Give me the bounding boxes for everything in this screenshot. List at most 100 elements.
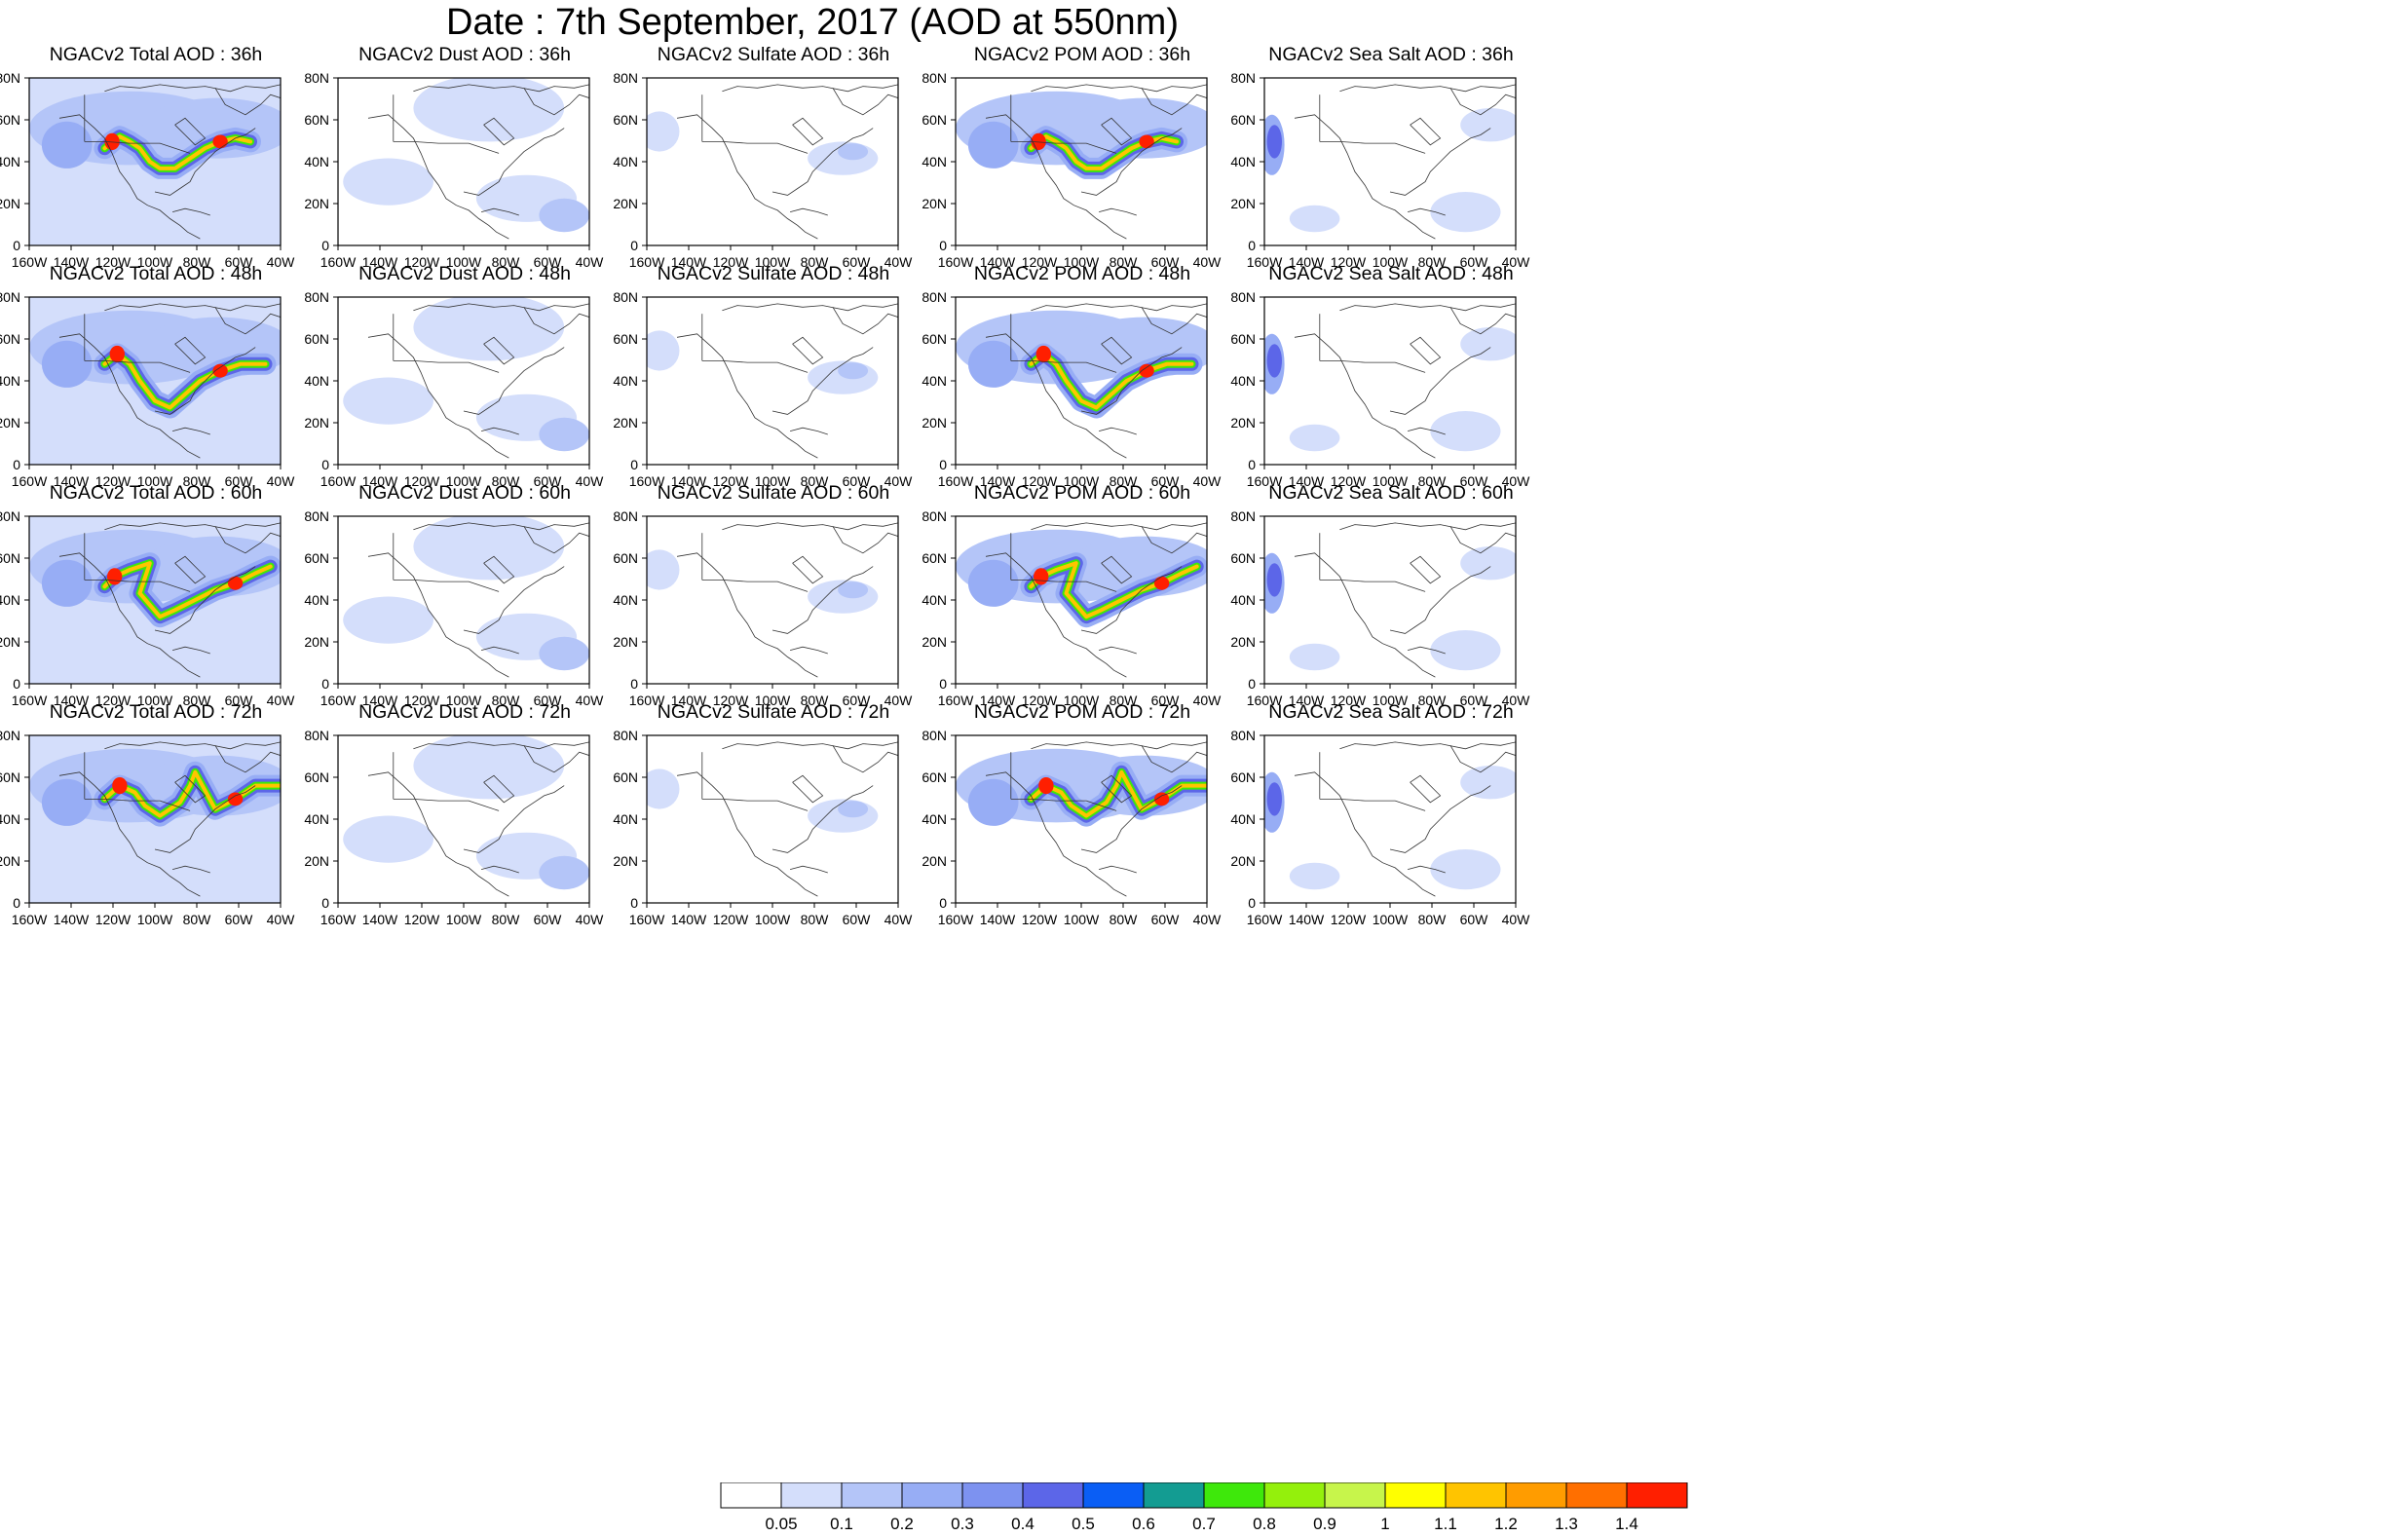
coastline [367,333,509,459]
coastline [771,347,874,415]
lat-tick-label: 40N [304,592,329,608]
lat-tick-label: 20N [613,196,638,211]
sulfate-field [838,143,869,161]
coastline [832,745,898,773]
coastline [1080,347,1183,415]
coastline [58,114,201,240]
colorbar-swatch [1445,1482,1507,1509]
lon-tick-label: 120W [1022,473,1058,489]
map-plot: 160W 140W 120W 100W 80W 60W 40W 0 20N 40N 60N 80N [0,70,295,270]
sea-salt-field [1430,192,1501,233]
lat-tick-label: 40N [613,373,638,389]
lon-tick-label: 160W [1247,912,1283,927]
lon-tick-label: 80W [183,254,212,270]
map-panel-total-3: NGACv2 Total AOD : 72h 160W 140W 120W 100W 80… [0,701,295,927]
lon-tick-label: 100W [755,254,791,270]
lon-tick-label: 100W [446,693,482,708]
lat-tick-label: 40N [0,811,20,827]
country-border [393,799,500,811]
lon-tick-label: 100W [1064,693,1100,708]
country-border [393,580,500,592]
coastline [463,347,565,415]
lat-tick-label: 40N [1230,154,1256,169]
lat-tick-label: 20N [1230,196,1256,211]
lat-tick-label: 60N [0,550,20,566]
map-panel-seasalt-0: NGACv2 Sea Salt AOD : 36h 160W 140W 120W 100… [1230,44,1530,270]
lon-tick-label: 160W [938,473,974,489]
lat-tick-label: 0 [939,457,947,472]
panel-title: NGACv2 Sea Salt AOD : 72h [1268,701,1514,723]
sea-salt-field [1289,205,1340,233]
lon-tick-label: 40W [1502,912,1531,927]
lat-tick-label: 60N [613,769,638,785]
panel-title: NGACv2 Total AOD : 48h [49,263,263,284]
lon-tick-label: 60W [1151,693,1181,708]
coastline [1294,771,1436,897]
dust-field [413,516,565,581]
lon-tick-label: 100W [137,473,173,489]
country-border [701,141,809,154]
coastline [789,427,828,435]
lat-tick-label: 20N [922,196,947,211]
lat-tick-label: 80N [613,728,638,743]
lon-tick-label: 120W [404,473,440,489]
map-plot: 160W 140W 120W 100W 80W 60W 40W 0 20N 40N 60N 80N [0,289,295,489]
lon-tick-label: 80W [1110,473,1139,489]
lon-tick-label: 100W [1373,693,1409,708]
panel-title: NGACv2 Dust AOD : 72h [358,701,571,723]
lon-tick-label: 140W [54,254,90,270]
coastline [1101,774,1133,804]
colorbar-label: 0.1 [830,1515,853,1533]
colorbar-swatch [1022,1482,1084,1509]
panel-title: NGACv2 Sea Salt AOD : 36h [1268,44,1514,65]
map-plot: 160W 140W 120W 100W 80W 60W 40W 0 20N 40N 60N 80N [304,508,604,708]
main-title: Date : 7th September, 2017 (AOD at 550nm… [446,2,1179,43]
coastline [985,333,1127,459]
wildfire-hotspot [1153,576,1170,590]
coastline [1449,88,1516,116]
lat-tick-label: 80N [613,289,638,305]
coastline [1449,307,1516,335]
lon-tick-label: 160W [938,912,974,927]
lat-tick-label: 40N [613,811,638,827]
dust-field [539,198,589,233]
sea-salt-field [1289,643,1340,671]
lat-tick-label: 40N [613,154,638,169]
lon-tick-label: 120W [713,912,749,927]
lon-tick-label: 140W [1289,912,1325,927]
lat-tick-label: 0 [13,238,20,253]
map-panel-sulfate-3: NGACv2 Sulfate AOD : 72h 160W 140W 120W 100W… [613,701,913,927]
coastline [463,128,565,196]
coastline [1389,566,1491,634]
country-border [84,141,191,154]
lon-tick-label: 160W [320,473,357,489]
pacific-aerosol [41,559,93,607]
wildfire-hotspot [109,345,125,363]
coastline [722,522,898,531]
lon-tick-label: 40W [576,912,605,927]
coastline [214,88,281,116]
lat-tick-label: 20N [304,853,329,869]
colorbar-label: 1 [1380,1515,1389,1533]
sulfate-field [838,362,869,380]
coastline [985,771,1127,897]
lat-tick-label: 60N [0,331,20,347]
colorbar-swatch [841,1482,903,1509]
lon-tick-label: 160W [12,693,48,708]
lon-tick-label: 60W [225,912,254,927]
country-border [1010,799,1117,811]
lat-tick-label: 20N [922,634,947,650]
coastline [792,336,824,365]
map-panel-seasalt-3: NGACv2 Sea Salt AOD : 72h 160W 140W 120W 100… [1230,701,1530,927]
map-panel-seasalt-1: NGACv2 Sea Salt AOD : 48h 160W 140W 120W 100… [1230,263,1530,489]
lon-tick-label: 160W [12,254,48,270]
pacific-aerosol [967,121,1019,169]
map-panel-total-0: NGACv2 Total AOD : 36h 160W 140W 120W 100W 80… [0,44,295,270]
lat-tick-label: 0 [321,895,329,911]
coastline [367,114,509,240]
coastline [1141,307,1207,335]
map-plot: 160W 140W 120W 100W 80W 60W 40W 0 20N 40N 60N 80N [1230,508,1530,708]
lon-tick-label: 60W [225,473,254,489]
colorbar-swatch [720,1482,782,1509]
map-plot: 160W 140W 120W 100W 80W 60W 40W 0 20N 40N 60N 80N [613,728,913,927]
